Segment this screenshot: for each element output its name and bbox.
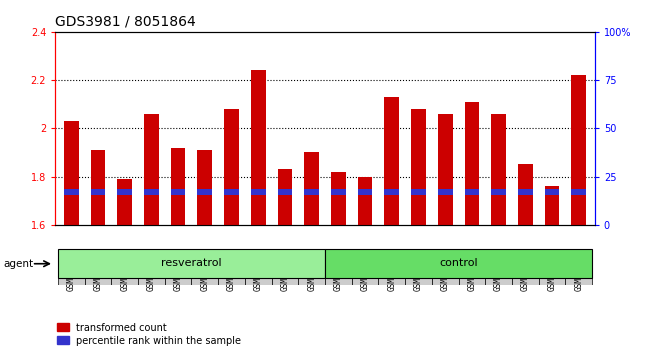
- Text: GSM801199: GSM801199: [334, 249, 343, 291]
- Text: GSM801198: GSM801198: [67, 249, 76, 291]
- Text: GSM801211: GSM801211: [494, 249, 503, 291]
- Bar: [571, 189, 586, 195]
- Legend: transformed count, percentile rank within the sample: transformed count, percentile rank withi…: [57, 323, 241, 346]
- FancyBboxPatch shape: [58, 249, 325, 278]
- Bar: [438, 114, 452, 225]
- FancyBboxPatch shape: [138, 255, 164, 285]
- FancyBboxPatch shape: [486, 255, 512, 285]
- Text: GSM801213: GSM801213: [254, 249, 263, 291]
- Bar: [384, 97, 399, 225]
- Bar: [224, 189, 239, 195]
- FancyBboxPatch shape: [218, 255, 245, 285]
- Bar: [411, 189, 426, 195]
- Bar: [278, 189, 292, 195]
- Bar: [331, 172, 346, 225]
- Bar: [144, 114, 159, 225]
- FancyBboxPatch shape: [458, 255, 486, 285]
- Text: GSM801214: GSM801214: [547, 249, 556, 291]
- Text: GSM801210: GSM801210: [227, 249, 236, 291]
- Text: resveratrol: resveratrol: [161, 258, 222, 268]
- Text: GDS3981 / 8051864: GDS3981 / 8051864: [55, 14, 196, 28]
- FancyBboxPatch shape: [298, 255, 325, 285]
- Text: GSM801206: GSM801206: [441, 249, 450, 291]
- Text: GSM801203: GSM801203: [120, 249, 129, 291]
- FancyBboxPatch shape: [432, 255, 458, 285]
- FancyBboxPatch shape: [405, 255, 432, 285]
- Text: GSM801215: GSM801215: [280, 249, 289, 291]
- Bar: [304, 189, 319, 195]
- Text: GSM801212: GSM801212: [521, 249, 530, 291]
- Bar: [331, 189, 346, 195]
- FancyBboxPatch shape: [111, 255, 138, 285]
- Text: GSM801209: GSM801209: [200, 249, 209, 291]
- Bar: [251, 189, 266, 195]
- Text: GSM801201: GSM801201: [361, 249, 370, 291]
- Text: GSM801204: GSM801204: [414, 249, 423, 291]
- FancyBboxPatch shape: [512, 255, 539, 285]
- Bar: [384, 189, 399, 195]
- FancyBboxPatch shape: [352, 255, 378, 285]
- Bar: [545, 186, 560, 225]
- Text: control: control: [439, 258, 478, 268]
- Bar: [545, 189, 560, 195]
- FancyBboxPatch shape: [245, 255, 272, 285]
- FancyBboxPatch shape: [539, 255, 566, 285]
- Bar: [411, 109, 426, 225]
- Bar: [304, 153, 319, 225]
- Text: GSM801217: GSM801217: [307, 249, 316, 291]
- FancyBboxPatch shape: [566, 255, 592, 285]
- FancyBboxPatch shape: [272, 255, 298, 285]
- FancyBboxPatch shape: [164, 255, 192, 285]
- Bar: [64, 189, 79, 195]
- Bar: [171, 148, 185, 225]
- Bar: [144, 189, 159, 195]
- Bar: [64, 121, 79, 225]
- Bar: [278, 169, 292, 225]
- Bar: [518, 165, 532, 225]
- Text: GSM801216: GSM801216: [574, 249, 583, 291]
- Bar: [171, 189, 185, 195]
- Bar: [571, 75, 586, 225]
- Bar: [224, 109, 239, 225]
- Bar: [518, 189, 532, 195]
- FancyBboxPatch shape: [58, 255, 84, 285]
- Text: GSM801205: GSM801205: [147, 249, 156, 291]
- Bar: [465, 102, 479, 225]
- Text: GSM801202: GSM801202: [387, 249, 396, 291]
- Bar: [491, 114, 506, 225]
- Bar: [251, 70, 266, 225]
- Text: GSM801200: GSM801200: [94, 249, 103, 291]
- Text: GSM801207: GSM801207: [174, 249, 183, 291]
- Bar: [90, 189, 105, 195]
- Text: agent: agent: [3, 259, 33, 269]
- Bar: [465, 189, 479, 195]
- Bar: [90, 150, 105, 225]
- FancyBboxPatch shape: [325, 249, 592, 278]
- FancyBboxPatch shape: [84, 255, 111, 285]
- FancyBboxPatch shape: [378, 255, 405, 285]
- Bar: [118, 179, 132, 225]
- Bar: [358, 177, 372, 225]
- Text: GSM801208: GSM801208: [467, 249, 476, 291]
- Bar: [198, 189, 212, 195]
- Bar: [358, 189, 372, 195]
- FancyBboxPatch shape: [325, 255, 352, 285]
- Bar: [438, 189, 452, 195]
- Bar: [198, 150, 212, 225]
- Bar: [491, 189, 506, 195]
- Bar: [118, 189, 132, 195]
- FancyBboxPatch shape: [192, 255, 218, 285]
